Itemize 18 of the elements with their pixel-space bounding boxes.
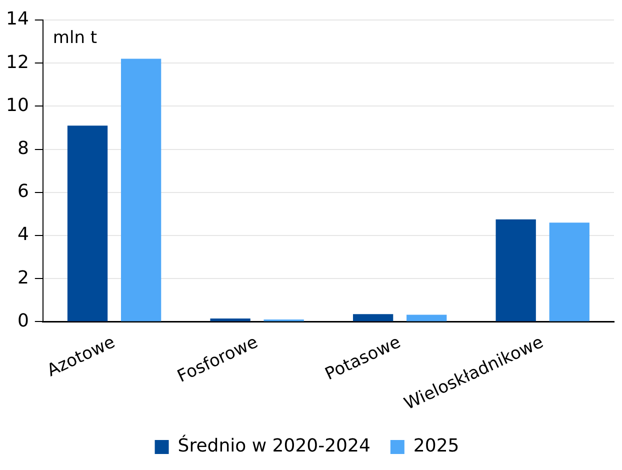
bar: [406, 314, 447, 322]
y-tick-label: 2: [17, 267, 29, 288]
y-tick-label: 4: [17, 224, 29, 246]
y-axis-title: mln t: [52, 28, 98, 48]
bar: [67, 126, 108, 322]
bar: [549, 222, 590, 322]
legend-label: Średnio w 2020-2024: [178, 434, 370, 457]
bar: [496, 219, 536, 322]
y-tick-label: 6: [17, 181, 29, 202]
bar: [352, 314, 394, 322]
bar: [120, 58, 162, 322]
y-tick-label: 12: [6, 52, 29, 73]
y-tick-label: 14: [6, 8, 29, 30]
y-tick-label: 8: [17, 138, 29, 159]
bar: [210, 318, 250, 322]
legend-label: 2025: [413, 436, 460, 457]
y-tick-label: 0: [17, 310, 29, 332]
y-tick-label: 10: [6, 94, 29, 116]
